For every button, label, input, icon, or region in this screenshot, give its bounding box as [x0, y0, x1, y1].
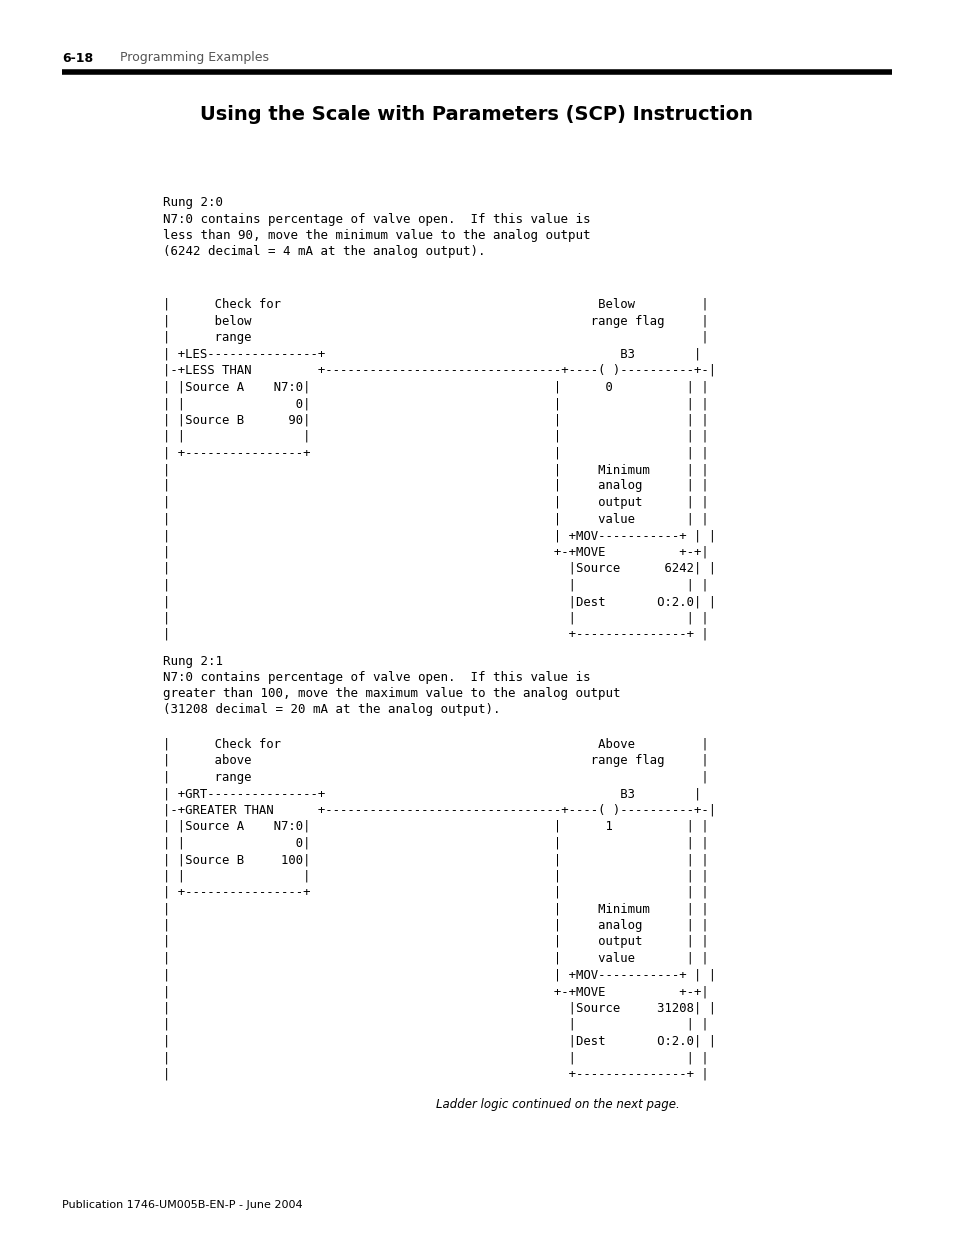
Text: N7:0 contains percentage of valve open.  If this value is: N7:0 contains percentage of valve open. …: [163, 212, 590, 226]
Text: |                                                    |     output      | |: | | output | |: [163, 935, 708, 948]
Text: |                                                    | +MOV-----------+ | |: | | +MOV-----------+ | |: [163, 968, 716, 982]
Text: | |               0|                                 |                 | |: | | 0| | | |: [163, 836, 708, 850]
Text: Publication 1746-UM005B-EN-P - June 2004: Publication 1746-UM005B-EN-P - June 2004: [62, 1200, 302, 1210]
Text: |                                                      +---------------+ |: | +---------------+ |: [163, 1067, 708, 1081]
Text: |                                                    |     value       | |: | | value | |: [163, 952, 708, 965]
Text: | |Source A    N7:0|                                 |      1          | |: | |Source A N7:0| | 1 | |: [163, 820, 708, 832]
Text: |      range                                                             |: | range |: [163, 331, 708, 345]
Text: | |                |                                 |                 | |: | | | | | |: [163, 430, 708, 443]
Text: |                                                    |     output      | |: | | output | |: [163, 496, 708, 509]
Text: |                                                      +---------------+ |: | +---------------+ |: [163, 629, 708, 641]
Text: |                                                      |Source      6242| |: | |Source 6242| |: [163, 562, 716, 576]
Text: |                                                    |     value       | |: | | value | |: [163, 513, 708, 526]
Text: Ladder logic continued on the next page.: Ladder logic continued on the next page.: [436, 1098, 679, 1112]
Text: |      above                                              range flag     |: | above range flag |: [163, 755, 708, 767]
Text: 6-18: 6-18: [62, 52, 93, 64]
Text: Using the Scale with Parameters (SCP) Instruction: Using the Scale with Parameters (SCP) In…: [200, 105, 753, 125]
Text: |                                                    |     Minimum     | |: | | Minimum | |: [163, 903, 708, 915]
Text: |-+GREATER THAN      +--------------------------------+----( )----------+-|: |-+GREATER THAN +-----------------------…: [163, 804, 716, 816]
Text: |                                                    | +MOV-----------+ | |: | | +MOV-----------+ | |: [163, 529, 716, 542]
Text: |                                                    +-+MOVE          +-+|: | +-+MOVE +-+|: [163, 986, 708, 998]
Text: | +----------------+                                 |                 | |: | +----------------+ | | |: [163, 447, 708, 459]
Text: N7:0 contains percentage of valve open.  If this value is: N7:0 contains percentage of valve open. …: [163, 672, 590, 684]
Text: |                                                      |Dest       O:2.0| |: | |Dest O:2.0| |: [163, 595, 716, 608]
Text: |                                                    +-+MOVE          +-+|: | +-+MOVE +-+|: [163, 546, 708, 558]
Text: |                                                      |Source     31208| |: | |Source 31208| |: [163, 1002, 716, 1014]
Text: |      Check for                                           Below         |: | Check for Below |: [163, 298, 708, 311]
Text: |                                                    |     analog      | |: | | analog | |: [163, 919, 708, 932]
Text: |                                                      |               | |: | | | |: [163, 1018, 708, 1031]
Text: less than 90, move the minimum value to the analog output: less than 90, move the minimum value to …: [163, 228, 590, 242]
Text: |-+LESS THAN         +--------------------------------+----( )----------+-|: |-+LESS THAN +--------------------------…: [163, 364, 716, 377]
Text: | |Source A    N7:0|                                 |      0          | |: | |Source A N7:0| | 0 | |: [163, 380, 708, 394]
Text: | |Source B     100|                                 |                 | |: | |Source B 100| | | |: [163, 853, 708, 866]
Text: | +----------------+                                 |                 | |: | +----------------+ | | |: [163, 885, 708, 899]
Text: |      below                                              range flag     |: | below range flag |: [163, 315, 708, 327]
Text: |                                                      |               | |: | | | |: [163, 1051, 708, 1065]
Text: | +GRT---------------+                                        B3        |: | +GRT---------------+ B3 |: [163, 787, 700, 800]
Text: |                                                      |Dest       O:2.0| |: | |Dest O:2.0| |: [163, 1035, 716, 1047]
Text: Programming Examples: Programming Examples: [120, 52, 269, 64]
Text: |                                                      |               | |: | | | |: [163, 611, 708, 625]
Text: | +LES---------------+                                        B3        |: | +LES---------------+ B3 |: [163, 347, 700, 361]
Text: Rung 2:1: Rung 2:1: [163, 655, 223, 667]
Text: |                                                    |     Minimum     | |: | | Minimum | |: [163, 463, 708, 475]
Text: | |               0|                                 |                 | |: | | 0| | | |: [163, 396, 708, 410]
Text: | |Source B      90|                                 |                 | |: | |Source B 90| | | |: [163, 414, 708, 426]
Text: (6242 decimal = 4 mA at the analog output).: (6242 decimal = 4 mA at the analog outpu…: [163, 245, 485, 258]
Text: (31208 decimal = 20 mA at the analog output).: (31208 decimal = 20 mA at the analog out…: [163, 704, 500, 716]
Text: |      range                                                             |: | range |: [163, 771, 708, 783]
Text: greater than 100, move the maximum value to the analog output: greater than 100, move the maximum value…: [163, 688, 619, 700]
Text: |                                                      |               | |: | | | |: [163, 578, 708, 592]
Text: | |                |                                 |                 | |: | | | | | |: [163, 869, 708, 883]
Text: |      Check for                                           Above         |: | Check for Above |: [163, 737, 708, 751]
Text: |                                                    |     analog      | |: | | analog | |: [163, 479, 708, 493]
Text: Rung 2:0: Rung 2:0: [163, 196, 223, 209]
